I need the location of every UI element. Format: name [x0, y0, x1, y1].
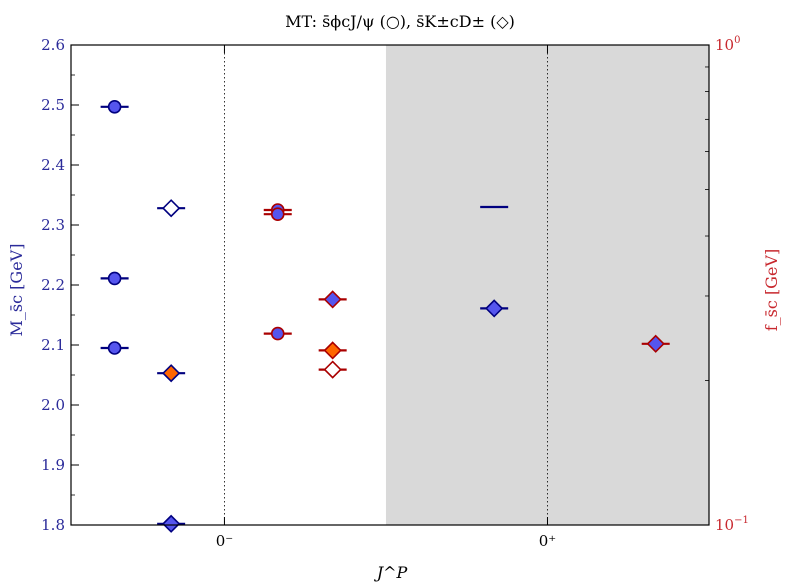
- left-tick-label-1: 1.9: [41, 456, 65, 474]
- left-tick-label-7: 2.5: [41, 96, 65, 114]
- point-blue-open-diamond-2-0: [162, 199, 181, 218]
- point-red-circle-4-1: [270, 207, 285, 221]
- left-tick-label-2: 2.0: [41, 396, 65, 414]
- left-tick-label-0: 1.8: [41, 516, 65, 534]
- point-blue-diamond-8-0: [485, 299, 504, 318]
- left-tick-label-3: 2.1: [41, 336, 65, 354]
- point-blue-circle-0-2: [107, 341, 122, 355]
- left-tick-label-5: 2.3: [41, 216, 65, 234]
- x-tick-label-0: 0⁻: [216, 532, 233, 550]
- left-tick-label-6: 2.4: [41, 156, 65, 174]
- point-orange-diamond-3-0: [162, 364, 181, 383]
- data-marks: [100, 100, 670, 533]
- point-red-diamond-10-0: [646, 334, 665, 353]
- point-red-diamond-5-0: [323, 290, 342, 309]
- x-tick-label-1: 0⁺: [539, 532, 556, 550]
- ticks: [71, 44, 709, 526]
- y-axis-left-label: M_s̄c [GeV]: [7, 244, 26, 337]
- point-orange-diamond-6-0: [323, 341, 342, 360]
- grid-lines: [224, 45, 548, 525]
- left-tick-label-8: 2.6: [41, 36, 65, 54]
- left-tick-label-4: 2.2: [41, 276, 65, 294]
- right-tick-label-1: 100: [715, 35, 740, 54]
- point-blue-circle-0-0: [107, 100, 122, 114]
- chart-title: MT: s̄ϕcJ/ψ (○), s̄K±cD± (◇): [285, 12, 515, 31]
- point-red-circle-4-2: [270, 326, 285, 341]
- right-tick-label-0: 10−1: [715, 515, 749, 534]
- point-blue-circle-0-1: [107, 271, 122, 286]
- x-axis-label: J^P: [374, 563, 408, 582]
- point-blue-diamond-1-0: [162, 514, 181, 533]
- point-red-open-diamond-7-0: [323, 360, 342, 379]
- y-axis-right-label: f_s̄c [GeV]: [762, 249, 781, 331]
